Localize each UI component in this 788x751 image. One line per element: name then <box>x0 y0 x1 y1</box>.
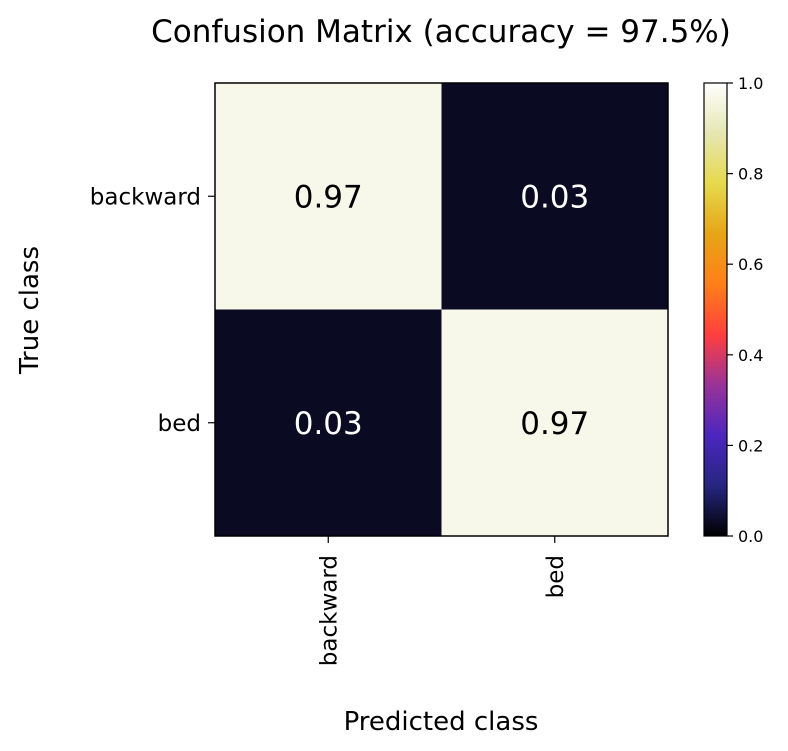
cell-value-label: 0.03 <box>294 406 363 442</box>
colorbar: 0.0 0.2 0.4 0.6 0.8 1.0 <box>703 74 763 546</box>
heatmap-cell <box>215 309 442 536</box>
x-axis-label: Predicted class <box>344 707 539 737</box>
y-tick-label: backward <box>90 184 201 210</box>
cell-value-label: 0.97 <box>294 179 363 215</box>
heatmap-cells: 0.97 0.03 0.03 0.97 <box>214 82 669 537</box>
colorbar-tick-label: 0.4 <box>738 346 763 365</box>
colorbar-tick-label: 0.2 <box>738 436 763 455</box>
x-axis-ticks: backward bed <box>316 536 569 666</box>
cell-value-label: 0.03 <box>520 179 589 215</box>
heatmap-cell <box>441 309 668 536</box>
colorbar-gradient <box>703 82 728 537</box>
y-tick-label: bed <box>158 411 201 437</box>
y-axis-label: True class <box>15 246 45 375</box>
colorbar-tick-label: 0.8 <box>738 165 763 184</box>
heatmap-cell <box>441 83 668 310</box>
x-tick-label: bed <box>543 555 569 598</box>
cell-value-label: 0.97 <box>520 406 589 442</box>
colorbar-tick-label: 0.0 <box>738 527 763 546</box>
heatmap-cell <box>215 83 442 310</box>
x-tick-label: backward <box>316 555 342 666</box>
y-axis-ticks: backward bed <box>90 184 215 437</box>
colorbar-tick-label: 1.0 <box>738 74 763 93</box>
colorbar-tick-label: 0.6 <box>738 255 763 274</box>
heatmap-frame <box>214 82 669 537</box>
chart-title: Confusion Matrix (accuracy = 97.5%) <box>151 14 731 50</box>
